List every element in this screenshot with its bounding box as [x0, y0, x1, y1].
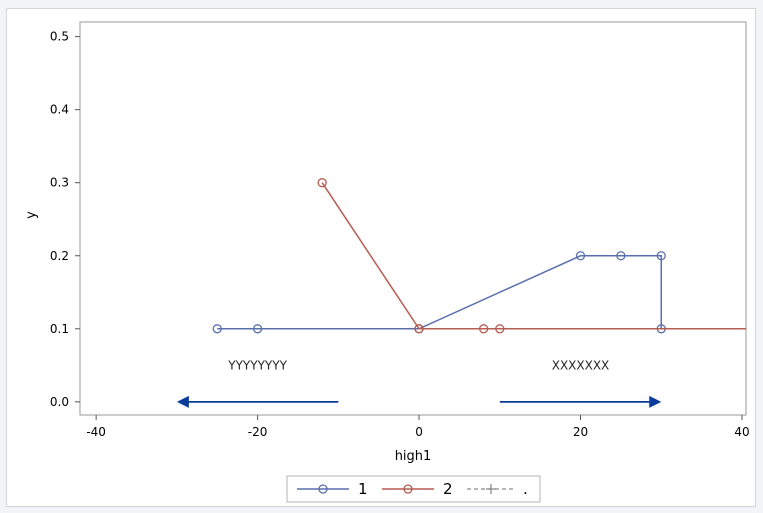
- x-tick-label: 0: [415, 425, 423, 439]
- x-tick-label: -20: [248, 425, 268, 439]
- arrow-head: [649, 395, 662, 408]
- legend-label: 2: [443, 480, 453, 498]
- y-axis-label: y: [24, 211, 39, 219]
- line-chart: -40 -20 0 20 40 0.0 0.1 0.2 0.3 0.4 0.5 YYYYYYYY XX…: [24, 21, 750, 503]
- plot-area: [79, 21, 747, 416]
- series-2-line: [321, 182, 746, 330]
- chart-frame: -40 -20 0 20 40 0.0 0.1 0.2 0.3 0.4 0.5 YYYYYYYY XX…: [6, 8, 756, 507]
- y-tick-label: 0.4: [50, 103, 69, 117]
- y-tick-label: 0.3: [50, 176, 69, 190]
- arrow-head: [176, 395, 189, 408]
- series-2-point: [414, 324, 424, 334]
- series-1-point: [212, 324, 222, 334]
- x-tick-label: 20: [573, 425, 588, 439]
- series-2-point: [478, 324, 489, 334]
- legend-symbol-marker: [318, 484, 328, 494]
- x-axis-label: high1: [395, 449, 432, 464]
- annotation-label: XXXXXXX: [552, 358, 610, 372]
- x-tick-label: 40: [734, 425, 749, 439]
- legend: 1 2.: [286, 475, 541, 503]
- legend-symbol-marker: [403, 484, 413, 494]
- series-1-point: [616, 251, 626, 261]
- series-1-line: [217, 255, 662, 330]
- series-1-point: [252, 324, 263, 334]
- y-tick-label: 0.1: [50, 322, 69, 336]
- y-tick-label: 0.2: [50, 249, 69, 263]
- legend-label: .: [523, 480, 528, 498]
- x-tick-label: -40: [86, 425, 106, 439]
- legend-label: 1: [358, 480, 368, 498]
- annotation-label: YYYYYYYY: [227, 358, 287, 372]
- series-1-point: [656, 251, 666, 261]
- y-tick-label: 0.5: [50, 30, 69, 44]
- series-2-point: [317, 178, 327, 188]
- series-2-point: [495, 324, 505, 334]
- y-tick-label: 0.0: [50, 395, 69, 409]
- series-1-point: [575, 251, 586, 261]
